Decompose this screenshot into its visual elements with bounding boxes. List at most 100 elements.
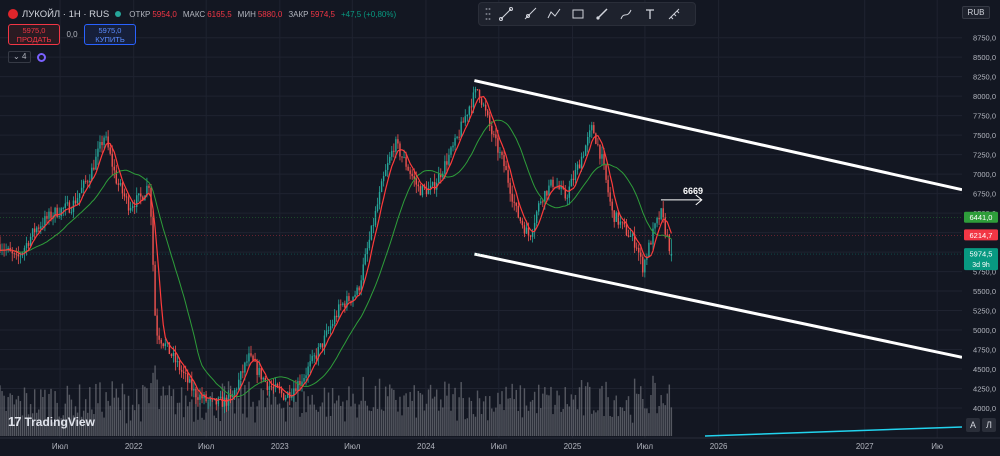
volume-bar	[513, 399, 515, 436]
time-scale[interactable]: Июл 2022 Июл 2023 Июл 2024 Июл 2025 Июл 2026 2027 И…	[0, 437, 1000, 456]
candle-body	[154, 264, 156, 316]
log-scale-button[interactable]: Л	[982, 418, 996, 432]
candle-body	[397, 139, 399, 144]
indicator-settings-icon[interactable]	[37, 52, 47, 62]
candle-body	[344, 303, 346, 308]
volume-bar	[640, 386, 642, 436]
volume-bar	[142, 385, 144, 436]
rectangle-icon	[572, 9, 584, 19]
annotation-arrow[interactable]: 6669	[660, 186, 703, 206]
price-tick-label: 7000,0	[973, 170, 996, 179]
candle-body	[405, 156, 407, 167]
volume-bar	[56, 402, 58, 436]
currency-selector[interactable]: RUB	[962, 6, 990, 19]
volume-bar	[91, 409, 93, 436]
volume-bar	[101, 411, 103, 436]
candle-body	[668, 234, 671, 252]
channel-lower-line[interactable]	[474, 252, 963, 359]
pen-icon	[620, 9, 632, 20]
volume-bar	[582, 415, 585, 436]
spread-value: 0,0	[66, 30, 78, 39]
volume-bar	[19, 401, 22, 436]
candle-body	[611, 201, 613, 211]
volume-bar	[505, 386, 507, 436]
candle-body	[258, 368, 260, 375]
volume-bar	[352, 393, 354, 436]
symbol-title[interactable]: ЛУКОЙЛ · 1Н · RUS	[22, 8, 110, 20]
volume-bar	[446, 395, 448, 436]
channel-upper-line[interactable]	[474, 79, 963, 192]
volume-bar	[178, 402, 181, 436]
candle-body	[246, 361, 248, 363]
drag-handle-icon[interactable]	[485, 7, 491, 21]
volume-bar	[460, 382, 462, 436]
time-tick-label: 2025	[564, 442, 582, 451]
volume-bar	[384, 386, 387, 436]
text-tool[interactable]	[641, 5, 659, 23]
highlighter-tool[interactable]	[617, 5, 635, 23]
volume-bar	[633, 378, 636, 436]
candle-body	[178, 361, 181, 371]
volume-bar	[531, 400, 534, 436]
volume-bar	[466, 418, 469, 436]
volume-bar	[493, 411, 495, 436]
rectangle-tool[interactable]	[569, 5, 587, 23]
candle-body	[305, 375, 307, 379]
candle-body	[670, 254, 673, 256]
high-label: МАКС	[182, 9, 206, 19]
candle-body	[307, 366, 309, 376]
volume-bar	[99, 382, 101, 436]
candle-body	[474, 89, 477, 93]
volume-bar	[617, 416, 620, 436]
volume-bar	[646, 408, 648, 436]
volume-bar	[605, 381, 607, 436]
brush-tool[interactable]	[593, 5, 611, 23]
candle-body	[466, 114, 469, 117]
price-tick-label: 4500,0	[973, 365, 996, 374]
path-tool[interactable]	[545, 5, 563, 23]
candle-body	[558, 186, 560, 189]
candle-body	[182, 371, 185, 373]
volume-bar	[644, 408, 646, 436]
candle-body	[501, 152, 503, 156]
volume-bar	[115, 388, 118, 436]
candle-body	[309, 361, 311, 367]
volume-bar	[591, 413, 593, 436]
candle-body	[350, 300, 352, 302]
candle-body	[293, 388, 295, 396]
volume-bar	[480, 414, 483, 436]
volume-bar	[578, 387, 581, 436]
candle-body	[82, 180, 85, 188]
volume-bar	[138, 404, 140, 436]
candle-body	[113, 166, 115, 171]
candle-body	[360, 280, 362, 291]
candle-body	[240, 371, 242, 380]
buy-button[interactable]: 5975,0 КУПИТЬ	[84, 24, 136, 45]
volume-bar	[121, 383, 124, 436]
sell-button[interactable]: 5975,0 ПРОДАТЬ	[8, 24, 60, 45]
measure-tool[interactable]	[665, 5, 683, 23]
volume-bar	[123, 394, 126, 436]
candle-body	[38, 227, 40, 229]
candle-body	[199, 394, 201, 400]
candle-body	[540, 201, 542, 204]
volume-bar	[219, 421, 222, 436]
candle-body	[515, 202, 517, 206]
candle-body	[401, 156, 403, 158]
volume-bar	[637, 394, 640, 436]
volume-bar	[109, 405, 111, 436]
indicators-toggle-button[interactable]: ⌄ 4	[8, 51, 32, 63]
volume-bar	[454, 387, 456, 436]
trend-line-tool[interactable]	[497, 5, 515, 23]
volume-bar	[654, 382, 656, 436]
volume-bar	[440, 399, 442, 436]
price-tick-label: 5000,0	[973, 326, 996, 335]
ray-tool[interactable]	[521, 5, 539, 23]
buy-price: 5975,0	[98, 26, 122, 35]
volume-bar	[148, 403, 150, 436]
candle-body	[446, 161, 448, 165]
candle-body	[25, 243, 28, 249]
candle-body	[233, 389, 236, 396]
auto-scale-button[interactable]: A	[966, 418, 980, 432]
